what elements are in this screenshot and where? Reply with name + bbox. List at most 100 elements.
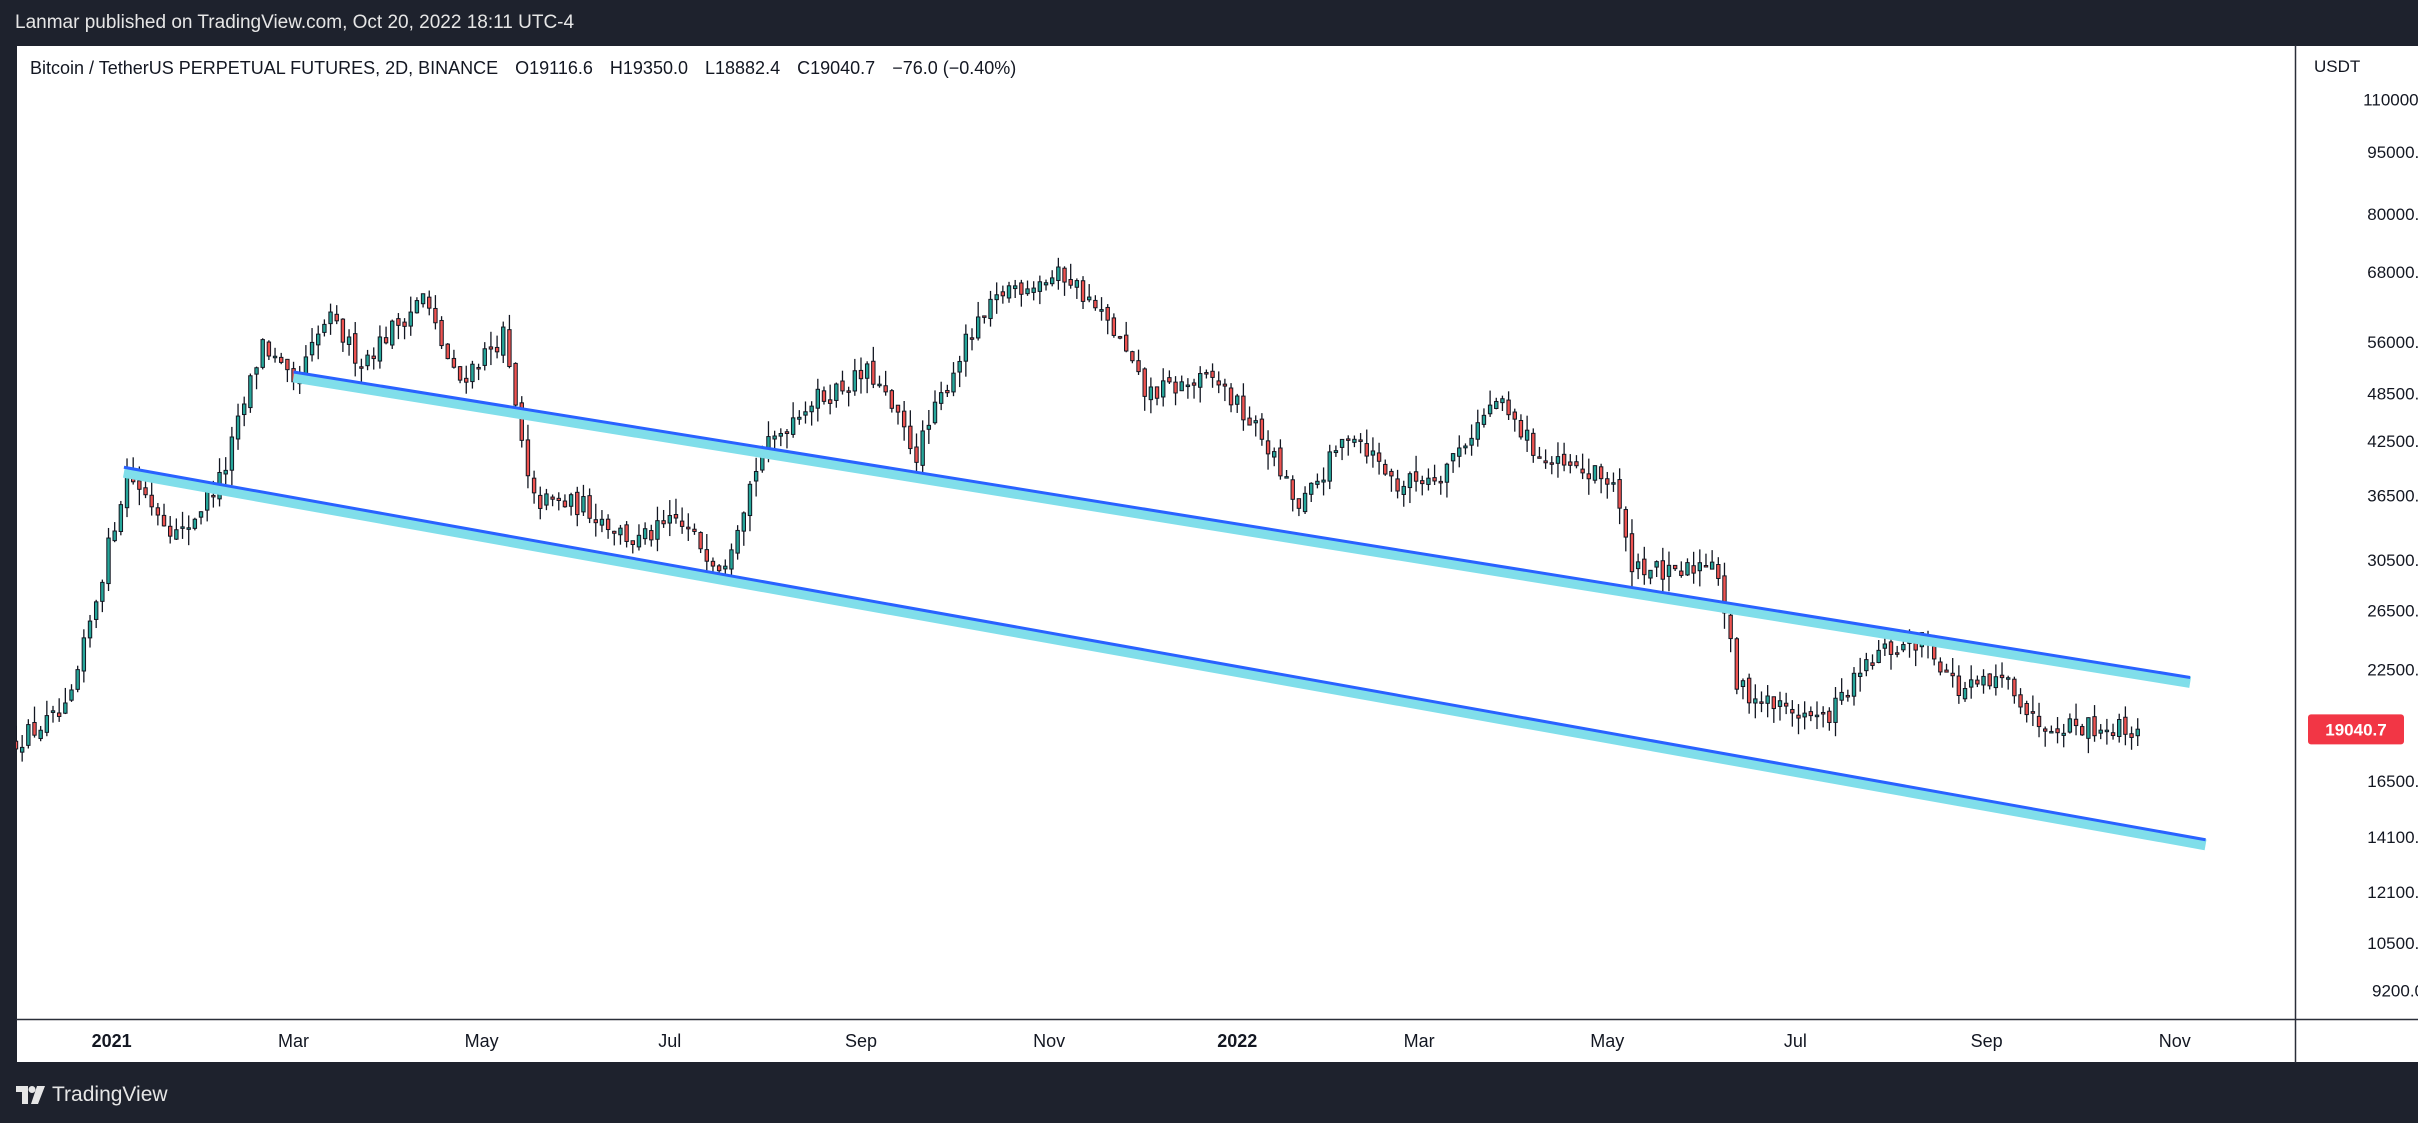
time-tick-label: 2021 (92, 1031, 132, 1051)
candle-body (2129, 733, 2134, 738)
candle-body (1105, 306, 1110, 321)
candle-body (161, 514, 167, 527)
candle-body (1469, 437, 1474, 446)
candle-body (1487, 404, 1493, 415)
candle-body (1475, 422, 1480, 440)
candle-body (1716, 564, 1721, 579)
candle-body (1506, 399, 1511, 416)
candle-body (1679, 570, 1684, 576)
tradingview-logo[interactable]: TradingView (16, 1083, 168, 1107)
candle-body (1321, 479, 1326, 483)
candle-body (1006, 285, 1012, 299)
time-tick-label: Nov (2159, 1031, 2191, 1051)
brand-label: TradingView (52, 1083, 168, 1106)
candle-body (112, 530, 117, 542)
candle-body (377, 336, 383, 362)
candle-body (531, 477, 537, 494)
candle-body (1623, 509, 1628, 538)
candle-body (1790, 708, 1795, 714)
candle-body (359, 366, 364, 369)
candle-body (2092, 716, 2097, 737)
candle-body (846, 390, 851, 393)
candle-body (1783, 702, 1789, 707)
candle-body (205, 491, 210, 511)
time-tick-label: Nov (1033, 1031, 1065, 1051)
candle-body (975, 316, 981, 339)
candle-body (1000, 291, 1006, 297)
channel-layer[interactable] (122, 370, 2207, 851)
candle-body (44, 715, 50, 733)
candle-body (1888, 641, 1894, 655)
candle-body (1327, 451, 1332, 482)
candle-body (1216, 380, 1221, 386)
candle-body (433, 307, 438, 324)
candle-body (2117, 719, 2122, 737)
candle-body (1204, 372, 1209, 375)
last-price-background (2308, 714, 2404, 745)
candle-body (575, 491, 580, 516)
candle-body (1894, 652, 1900, 655)
candle-body (1734, 638, 1740, 690)
candle-body (1309, 482, 1314, 495)
candle-body (2030, 711, 2036, 714)
candle-body (1808, 711, 1814, 717)
candle-body (1709, 561, 1715, 570)
candle-body (1561, 453, 1567, 466)
candle-body (1352, 438, 1357, 443)
candle-body (1524, 429, 1530, 441)
candle-body (723, 565, 728, 570)
publisher-text: Lanmar published on TradingView.com, Oct… (15, 12, 575, 33)
candle-body (729, 549, 734, 570)
candle-body (1944, 669, 1949, 673)
candle-body (81, 637, 87, 672)
channel-upper-line[interactable] (293, 370, 2191, 679)
candle-body (334, 313, 339, 322)
candle-body (87, 620, 93, 639)
candle-body (118, 504, 124, 533)
candle-body (272, 355, 278, 359)
candle-body (167, 525, 173, 537)
candle-body (2006, 677, 2011, 680)
candle-body (1450, 453, 1456, 462)
candle-body (803, 411, 808, 416)
candle-body (63, 702, 68, 714)
candle-body (1531, 432, 1536, 456)
symbol-label: Bitcoin / TetherUS PERPETUAL FUTURES, 2D… (30, 58, 499, 78)
candle-body (562, 500, 568, 508)
currency-label: USDT (2314, 57, 2360, 76)
candle-body (1691, 565, 1696, 574)
candle-body (932, 401, 938, 424)
candle-body (747, 483, 753, 517)
candle-body (69, 689, 74, 701)
candle-body (1931, 645, 1937, 660)
candle-body (1876, 649, 1881, 664)
candle-body (1389, 470, 1394, 477)
candle-body (2123, 716, 2128, 735)
tradingview-icon (16, 1086, 45, 1104)
candle-body (1037, 281, 1043, 292)
candle-body (402, 321, 407, 327)
candle-body (655, 520, 660, 540)
candle-body (260, 339, 265, 368)
candle-body (137, 480, 142, 490)
candle-body (2110, 732, 2116, 737)
candle-body (544, 493, 549, 506)
time-axis[interactable]: 2021 Mar May Jul Sep Nov 2022 Mar May Jul Sep Nov (16, 1018, 2418, 1052)
candle-body (1383, 463, 1388, 475)
candle-body (926, 424, 932, 430)
candle-body (100, 581, 105, 602)
channel-lower-line[interactable] (123, 465, 2206, 842)
price-tick-label: 12100.0 (2367, 883, 2418, 902)
candle-body (1161, 380, 1166, 398)
candle-body (686, 526, 691, 530)
candle-body (1820, 711, 1826, 715)
candle-body (1296, 498, 1302, 509)
candle-body (1549, 462, 1554, 465)
candle-body (1796, 714, 1801, 719)
candle-body (1802, 712, 1807, 718)
candle-body (1993, 676, 1999, 689)
candle-body (988, 298, 993, 320)
candle-body (1049, 277, 1055, 285)
